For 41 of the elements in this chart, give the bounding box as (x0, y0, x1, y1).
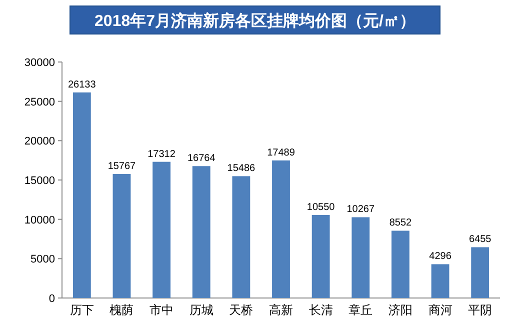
bar (431, 264, 450, 298)
data-label: 26133 (68, 79, 96, 90)
data-label: 17489 (267, 147, 296, 158)
data-label: 10267 (346, 204, 375, 216)
bar (272, 160, 290, 298)
y-tick-label: 0 (48, 293, 55, 305)
y-tick-label: 15000 (24, 175, 55, 187)
x-tick-label: 历城 (189, 303, 214, 317)
x-tick-label: 章丘 (348, 303, 373, 317)
x-tick-label: 天桥 (229, 303, 254, 317)
bar (471, 247, 490, 298)
bar (352, 217, 370, 298)
x-tick-label: 市中 (150, 303, 174, 317)
y-tick-label: 5000 (30, 254, 55, 266)
bar (232, 176, 250, 298)
bar (72, 92, 91, 298)
x-tick-label: 槐荫 (110, 303, 134, 317)
y-tick-label: 25000 (24, 96, 55, 108)
bar (312, 215, 330, 298)
x-tick-label: 历下 (70, 303, 94, 317)
data-label: 6455 (468, 234, 492, 246)
bar (192, 166, 210, 298)
y-tick-label: 20000 (24, 136, 55, 148)
data-label: 15767 (108, 160, 136, 172)
x-tick-label: 商河 (428, 303, 452, 317)
bar (152, 162, 171, 298)
y-tick-label: 30000 (24, 57, 55, 69)
x-tick-label: 长清 (308, 303, 333, 317)
x-tick-label: 平阴 (468, 303, 492, 317)
bar (391, 230, 410, 298)
data-label: 10550 (306, 202, 336, 214)
data-label: 16764 (187, 153, 216, 164)
bar (112, 174, 131, 298)
chart-title: 2018年7月济南新房各区挂牌均价图（元/㎡） (94, 11, 416, 30)
data-label: 17312 (148, 148, 176, 160)
data-label: 4296 (429, 251, 452, 262)
x-tick-label: 济阳 (388, 303, 412, 317)
y-tick-label: 10000 (24, 214, 55, 226)
data-label: 15486 (227, 163, 256, 174)
x-tick-label: 高新 (269, 303, 293, 317)
data-label: 8552 (389, 218, 412, 229)
